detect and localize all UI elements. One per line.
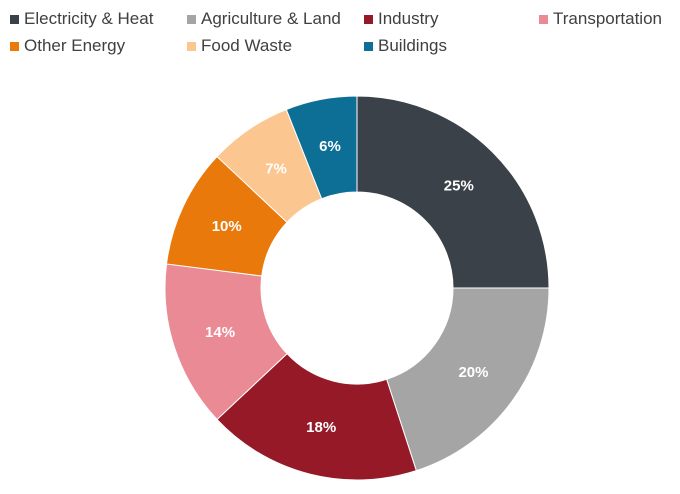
legend-swatch-icon (364, 41, 373, 51)
legend-swatch-icon (187, 41, 196, 51)
legend-item-transportation: Transportation (539, 9, 662, 29)
legend-swatch-icon (10, 41, 19, 51)
legend-item-buildings: Buildings (364, 36, 447, 56)
legend-swatch-icon (187, 14, 196, 24)
legend-item-agriculture-land: Agriculture & Land (187, 9, 341, 29)
slice-value-label: 6% (319, 138, 341, 155)
slice-value-label: 7% (265, 160, 287, 177)
slice-value-label: 18% (306, 419, 336, 436)
legend-item-electricity-heat: Electricity & Heat (10, 9, 153, 29)
donut-slice-agriculture-land (386, 287, 550, 472)
legend-swatch-icon (539, 14, 548, 24)
legend-item-food-waste: Food Waste (187, 36, 292, 56)
donut-slice-industry (216, 353, 417, 481)
legend-item-industry: Industry (364, 9, 438, 29)
legend-swatch-icon (364, 14, 373, 24)
slice-value-label: 10% (212, 218, 242, 235)
legend-label: Transportation (553, 9, 662, 28)
legend-label: Electricity & Heat (24, 9, 154, 28)
chart-legend: Electricity & Heat Agriculture & Land In… (0, 0, 680, 60)
legend-label: Other Energy (24, 36, 126, 55)
slice-value-label: 14% (205, 324, 235, 341)
legend-item-other-energy: Other Energy (10, 36, 125, 56)
slice-value-label: 20% (458, 364, 488, 381)
donut-slice-buildings (285, 95, 358, 200)
donut-labels: 25% 20% 18% 14% 10% 7% 6% (205, 138, 488, 436)
legend-label: Agriculture & Land (201, 9, 341, 28)
legend-label: Industry (378, 9, 439, 28)
legend-label: Food Waste (201, 36, 293, 55)
legend-label: Buildings (378, 36, 447, 55)
donut-slices (164, 95, 550, 481)
slice-value-label: 25% (444, 178, 474, 195)
donut-slice-electricity-heat (356, 95, 550, 289)
legend-swatch-icon (10, 14, 19, 24)
